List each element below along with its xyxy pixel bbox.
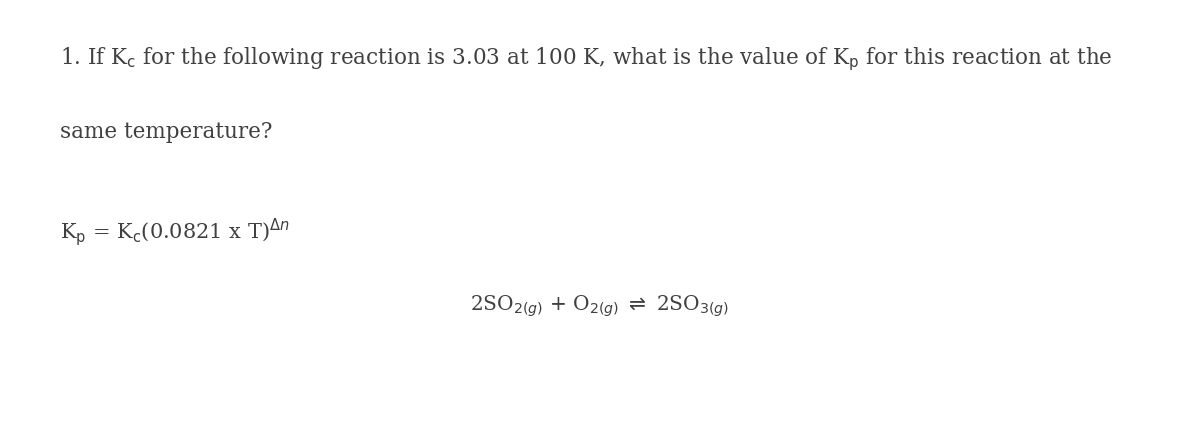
Text: 2SO$_{2(g)}$ + O$_{2(g)}$ $\rightleftharpoons$ 2SO$_{3(g)}$: 2SO$_{2(g)}$ + O$_{2(g)}$ $\rightlefthar…: [470, 294, 730, 319]
Text: 1. If K$_\mathrm{c}$ for the following reaction is 3.03 at 100 K, what is the va: 1. If K$_\mathrm{c}$ for the following r…: [60, 45, 1112, 73]
Text: K$_\mathrm{p}$ = K$_\mathrm{c}$(0.0821 x T)$^{\Delta n}$: K$_\mathrm{p}$ = K$_\mathrm{c}$(0.0821 x…: [60, 216, 289, 248]
Text: same temperature?: same temperature?: [60, 121, 272, 143]
